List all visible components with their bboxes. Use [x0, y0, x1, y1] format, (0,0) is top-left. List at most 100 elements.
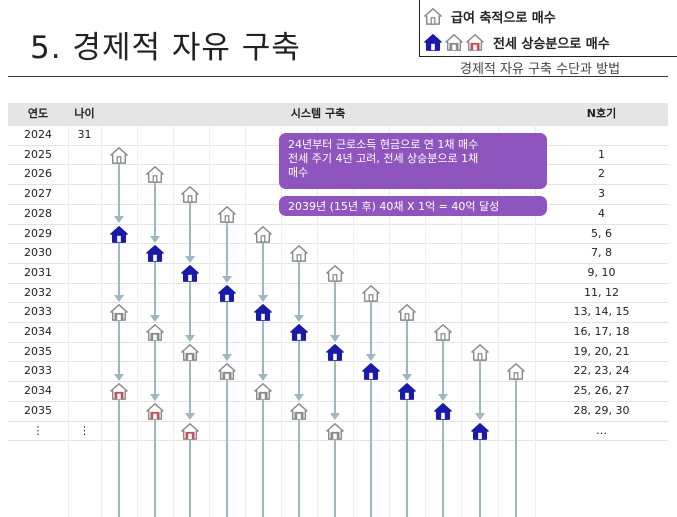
column-separator — [353, 125, 354, 517]
house-gray-icon — [471, 343, 489, 361]
cell-age — [68, 342, 101, 362]
cell-n: 9, 10 — [587, 265, 616, 279]
flow-arrow — [330, 281, 340, 342]
cell-age — [68, 224, 101, 244]
header-year: 연도 — [27, 107, 49, 120]
column-separator — [498, 125, 499, 517]
row-separator — [8, 223, 668, 225]
flow-line — [479, 439, 481, 517]
row-separator — [8, 125, 668, 126]
cell-n — [535, 125, 668, 145]
house-gray-filled-icon — [254, 382, 272, 400]
flow-arrow — [114, 163, 124, 224]
row-separator — [8, 282, 668, 284]
house-gray-icon — [181, 185, 199, 203]
cell-year: 2035 — [24, 344, 52, 358]
flow-line — [118, 400, 120, 517]
house-gray-filled-icon — [181, 343, 199, 361]
house-blue-icon — [362, 362, 380, 381]
cell-n: 5, 6 — [591, 226, 612, 240]
cell-year: 2035 — [24, 403, 52, 417]
cell-year: 2024 — [24, 128, 52, 141]
note-strategy: 24년부터 근로소득 현금으로 연 1채 매수 전세 주기 4년 고려, 전세 … — [279, 133, 547, 189]
row-separator — [8, 440, 668, 442]
flow-line — [298, 419, 300, 517]
legend-box: 급여 축적으로 매수 전세 상승분으로 매수 — [419, 0, 677, 57]
house-gray-filled-icon — [218, 362, 236, 381]
cell-age — [68, 145, 101, 165]
flow-arrow — [438, 341, 448, 401]
house-gray-icon — [434, 323, 452, 341]
column-separator — [173, 125, 174, 517]
house-gray-icon — [254, 225, 272, 243]
flow-arrow — [222, 301, 232, 362]
flow-arrow — [150, 183, 160, 243]
house-blue-icon — [110, 225, 128, 243]
flow-line — [515, 380, 517, 517]
house-gray-filled-icon — [146, 323, 164, 341]
column-separator — [535, 125, 536, 517]
house-blue-icon — [424, 33, 442, 51]
flow-arrow — [294, 262, 304, 322]
flow-arrow — [114, 321, 124, 381]
cell-year: 2029 — [24, 226, 52, 240]
cell-n: 11, 12 — [584, 285, 619, 299]
legend-row-salary: 급여 축적으로 매수 — [424, 6, 556, 26]
flow-arrow — [330, 360, 340, 421]
cell-age — [68, 283, 101, 303]
row-separator — [8, 243, 668, 245]
column-separator — [281, 125, 282, 517]
cell-age — [68, 243, 101, 263]
page-subtitle: 경제적 자유 구축 수단과 방법 — [460, 62, 621, 77]
flow-line — [262, 400, 264, 517]
cell-age — [68, 401, 101, 421]
cell-age — [68, 361, 101, 381]
flow-arrow — [150, 262, 160, 322]
row-separator — [8, 322, 668, 323]
house-blue-icon — [218, 284, 236, 302]
row-separator — [8, 381, 668, 383]
column-separator — [425, 125, 426, 517]
cell-year: 2028 — [24, 206, 52, 220]
cell-n: … — [596, 423, 607, 437]
cell-n: 2 — [598, 167, 605, 181]
cell-n: 19, 20, 21 — [573, 344, 630, 358]
row-separator — [8, 262, 668, 264]
cell-age: ⋮ — [79, 423, 90, 437]
column-separator — [137, 125, 138, 517]
cell-year: 2032 — [24, 285, 52, 299]
house-gray-icon — [110, 146, 128, 164]
cell-age — [68, 263, 101, 283]
flow-arrow — [114, 242, 124, 303]
cell-year: 2034 — [24, 325, 52, 338]
flow-line — [406, 400, 408, 517]
cell-year: 2034 — [24, 384, 52, 398]
header-age: 나이 — [74, 107, 95, 120]
flow-arrow — [402, 321, 412, 381]
house-gray-icon — [218, 205, 236, 223]
house-blue-icon — [398, 382, 416, 400]
cell-n: 25, 26, 27 — [573, 384, 630, 398]
row-separator — [8, 341, 668, 343]
house-pink-icon — [181, 422, 199, 440]
house-blue-icon — [434, 402, 452, 420]
house-pink-icon — [466, 33, 484, 51]
house-blue-icon — [254, 303, 272, 322]
cell-n: 4 — [598, 206, 605, 220]
cell-n: 16, 17, 18 — [573, 325, 630, 338]
house-gray-icon — [445, 33, 463, 51]
cell-year: 2031 — [24, 265, 52, 279]
legend-label-salary: 급여 축적으로 매수 — [451, 10, 556, 26]
flow-arrow — [150, 341, 160, 401]
house-blue-icon — [290, 323, 308, 341]
flow-arrow — [294, 341, 304, 401]
cell-age — [68, 164, 101, 184]
cell-n: 7, 8 — [591, 246, 612, 260]
house-gray-filled-icon — [110, 303, 128, 322]
row-separator — [8, 400, 668, 402]
flow-arrow — [185, 281, 195, 342]
table-header-bg — [8, 103, 668, 125]
cell-age — [68, 302, 101, 322]
flow-line — [226, 380, 228, 517]
note-goal: 2039년 (15년 후) 40채 X 1억 = 40억 달성 — [279, 196, 547, 216]
